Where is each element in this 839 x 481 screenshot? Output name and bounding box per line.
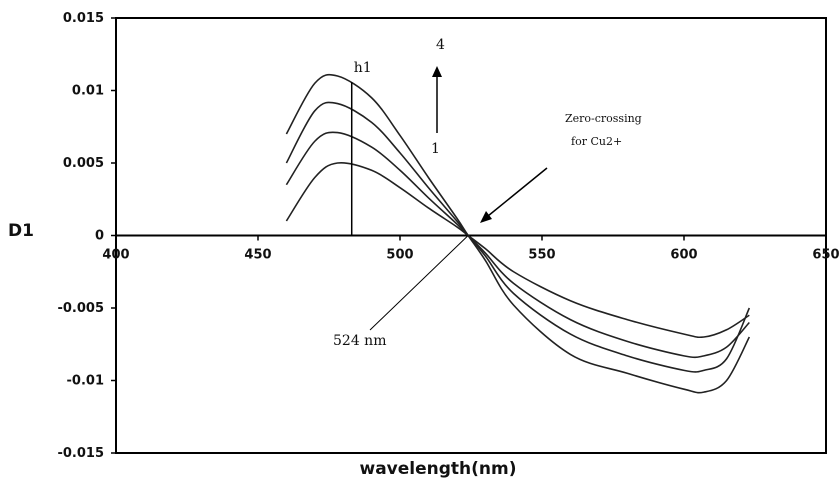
arrow-bottom-label: 1 <box>431 141 440 157</box>
tick-labels: 0.015 0.01 0.005 0 -0.005 -0.01 -0.015 400 450 50… <box>57 11 839 461</box>
y-tick-label: -0.005 <box>57 301 104 316</box>
annotations: h1 4 1 Zero-crossing for Cu2+ 524 nm <box>333 37 642 349</box>
wavelength-leader-line <box>369 235 469 331</box>
trend-arrow-head <box>432 66 442 77</box>
series-line-4 <box>285 73 751 394</box>
y-tick-label: 0.005 <box>63 156 104 171</box>
arrow-top-label: 4 <box>436 37 445 53</box>
x-tick-label: 500 <box>386 248 413 263</box>
x-tick-label: 550 <box>528 248 555 263</box>
x-tick-label: 600 <box>670 248 697 263</box>
h1-label: h1 <box>354 60 372 76</box>
x-tick-label: 400 <box>102 248 129 263</box>
y-tick-label: -0.01 <box>67 374 104 389</box>
y-axis-title: D1 <box>8 221 34 241</box>
x-tick-label: 650 <box>812 248 839 263</box>
axes <box>111 17 827 454</box>
y-tick-label: 0.015 <box>63 11 104 26</box>
series-line-1 <box>285 161 750 339</box>
x-axis-title: wavelength(nm) <box>359 459 516 479</box>
y-tick-label: 0 <box>95 229 104 244</box>
series-line-3 <box>285 101 751 373</box>
y-tick-label: 0.01 <box>72 84 104 99</box>
zero-crossing-label-2: for Cu2+ <box>571 135 622 148</box>
zero-crossing-arrow-shaft <box>487 167 548 217</box>
x-tick-label: 450 <box>244 248 271 263</box>
series-lines <box>285 73 751 394</box>
zero-crossing-label: Zero-crossing <box>565 112 642 125</box>
series-line-2 <box>285 131 750 359</box>
y-tick-label: -0.015 <box>57 446 104 461</box>
wavelength-label: 524 nm <box>333 333 386 349</box>
zero-crossing-arrow-head <box>480 211 492 223</box>
